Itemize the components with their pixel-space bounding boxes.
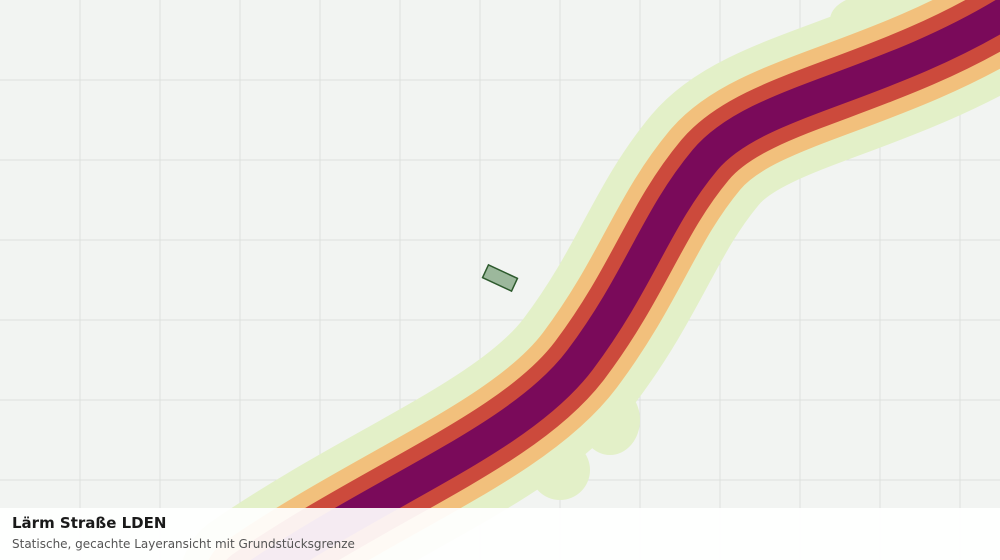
parcel-boundary[interactable] — [481, 263, 519, 293]
layer-subtitle: Statische, gecachte Layeransicht mit Gru… — [12, 537, 355, 551]
noise-band-very-high — [251, 0, 1000, 560]
layer-title: Lärm Straße LDEN — [12, 514, 166, 532]
noise-layer — [183, 0, 1000, 560]
info-panel — [0, 508, 1000, 560]
